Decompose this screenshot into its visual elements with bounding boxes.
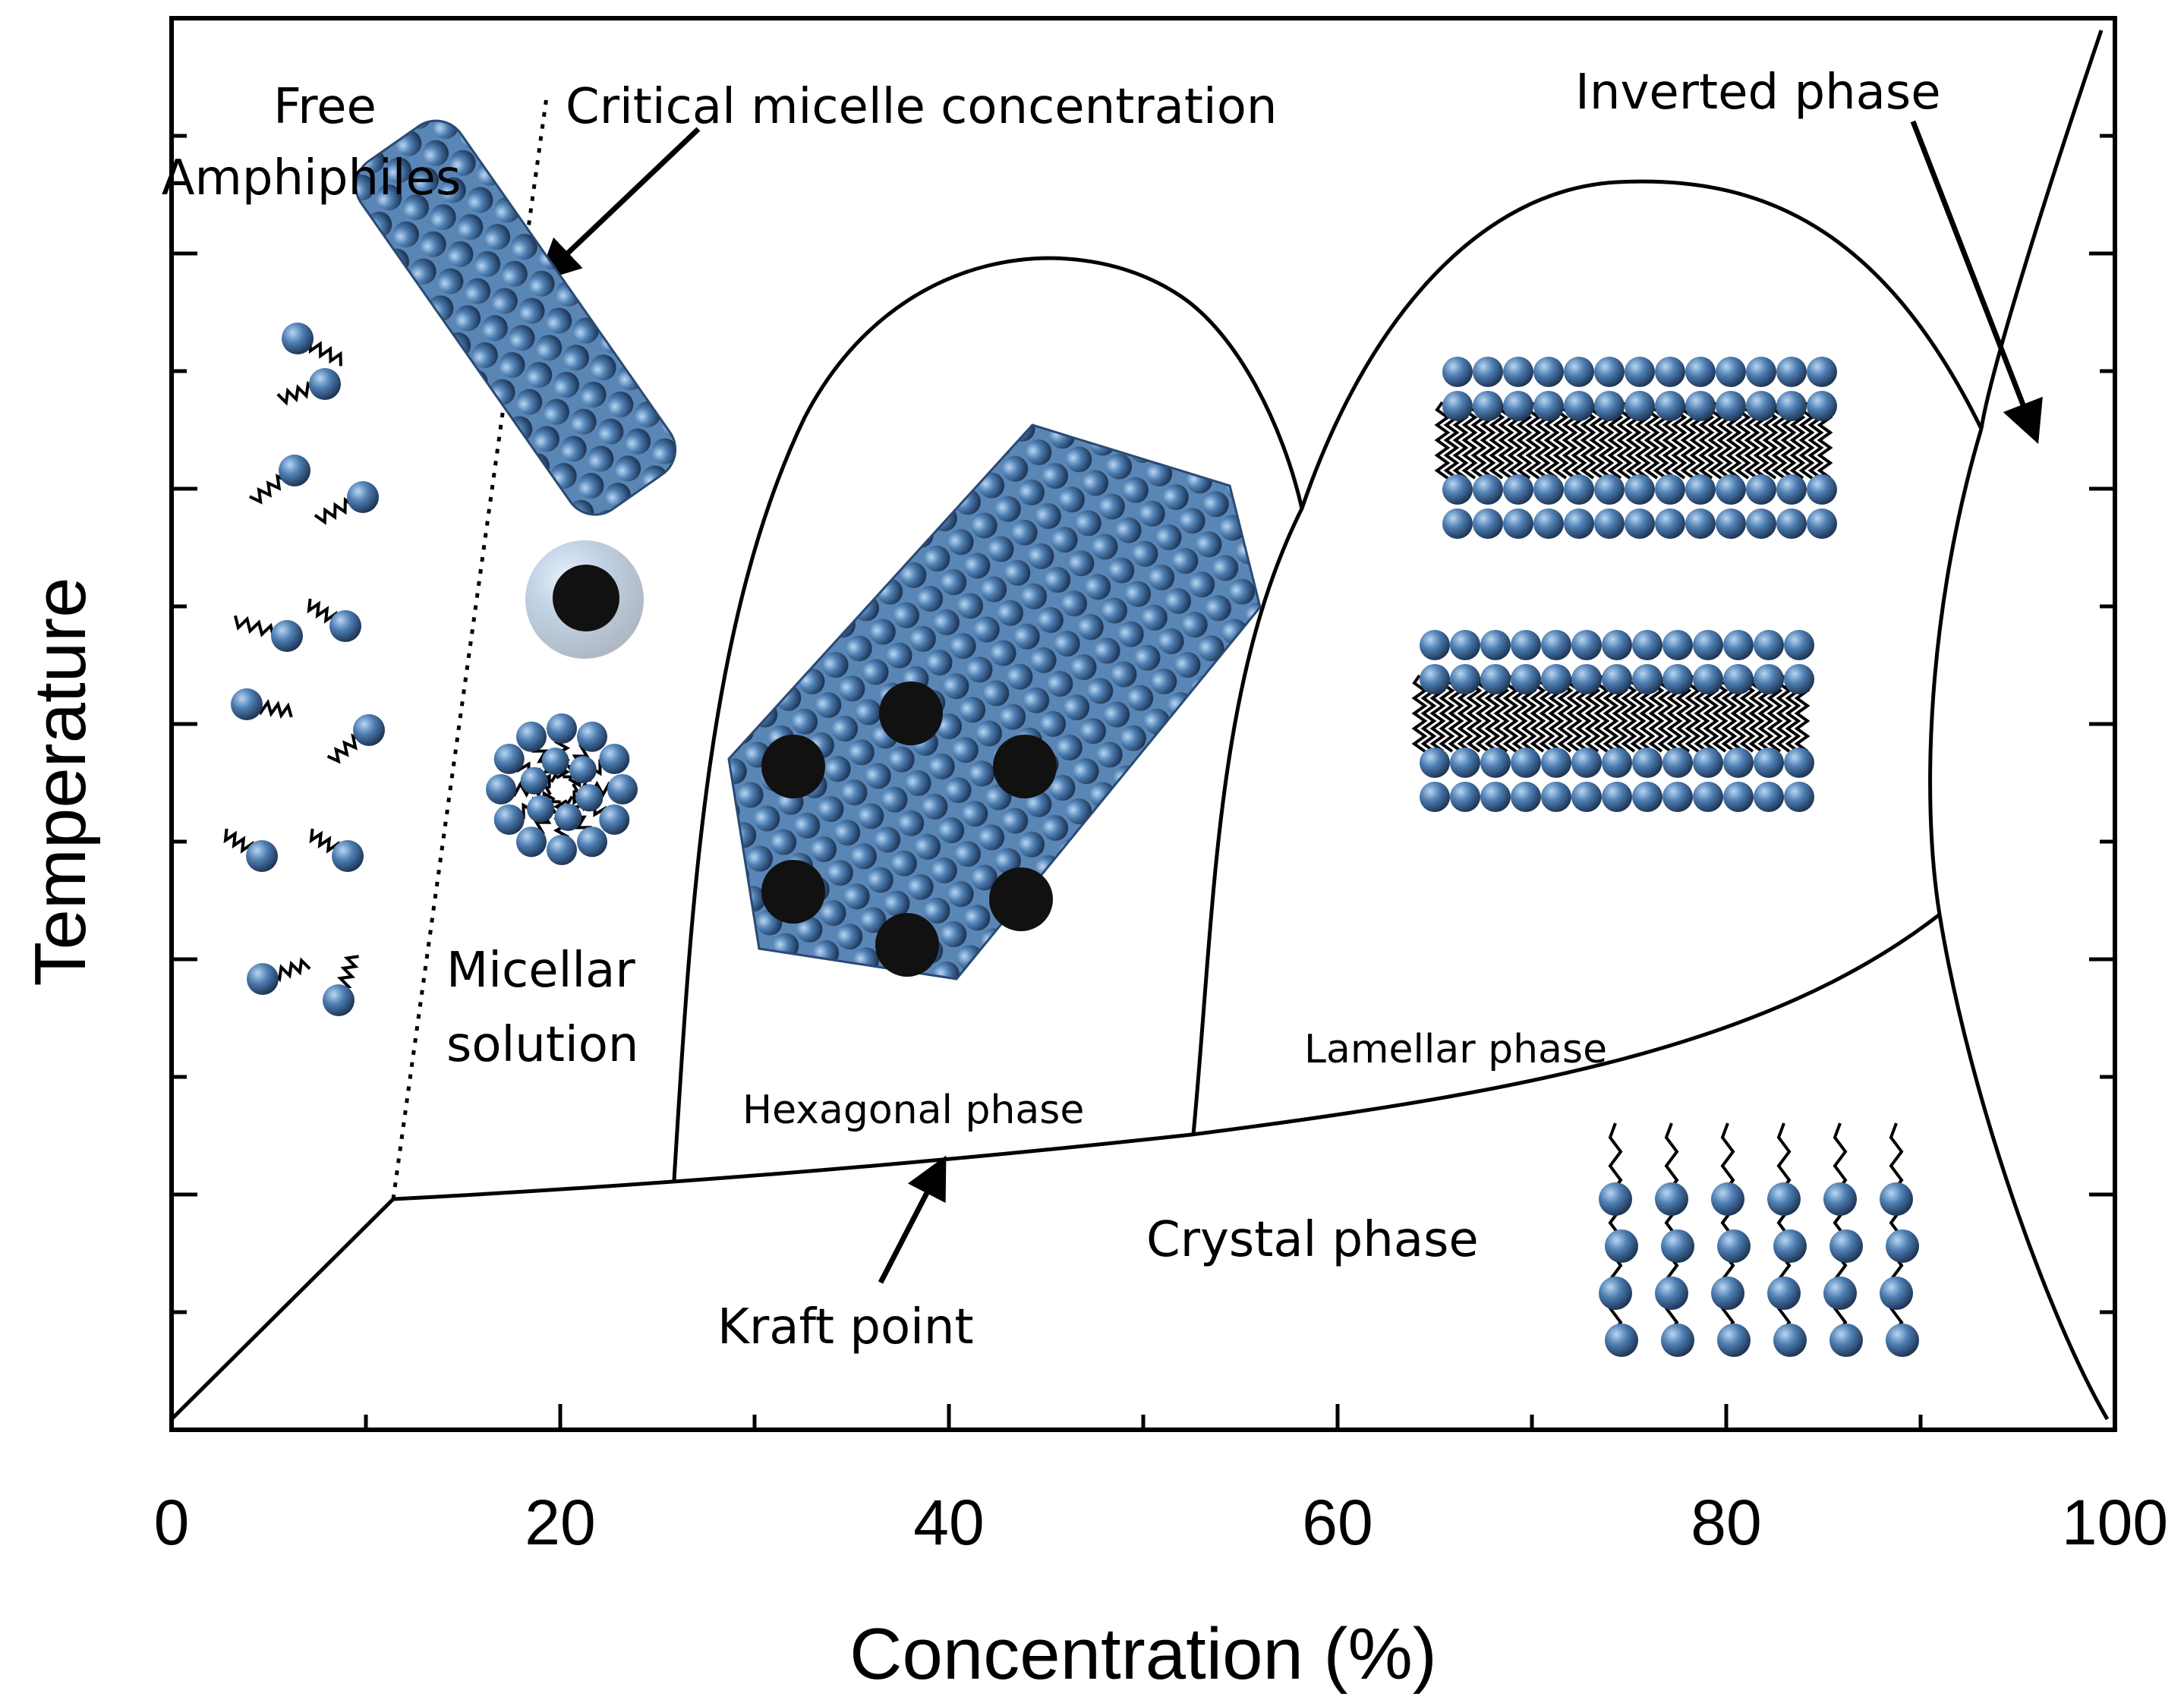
- x-tick-label: 20: [525, 1487, 595, 1558]
- lamellar-boundary: [1191, 179, 1984, 1135]
- kraft-arrow: [878, 1155, 947, 1284]
- label-crystal-phase: Crystal phase: [1146, 1212, 1479, 1268]
- crystal-boundary-right: [1928, 428, 2110, 1421]
- kraft-line: [392, 913, 1941, 1201]
- crystal-illustration: [1599, 1122, 1919, 1357]
- crystal-boundary-left: [170, 1198, 395, 1421]
- x-tick-label: 60: [1302, 1487, 1372, 1558]
- label-free: Free: [273, 79, 377, 135]
- label-solution: solution: [446, 1017, 638, 1073]
- x-tick-label: 40: [913, 1487, 984, 1558]
- hexagonal-boundary: [672, 256, 1304, 1181]
- inverted-arrow: [1910, 120, 2043, 445]
- label-amphiphiles: Amphiphiles: [162, 150, 462, 206]
- x-tick-label: 80: [1691, 1487, 1761, 1558]
- annotation-arrows: [537, 120, 2043, 1284]
- x-axis-title: Concentration (%): [849, 1613, 1437, 1695]
- label-micellar: Micellar: [446, 943, 635, 999]
- y-axis-title: Temperature: [20, 578, 101, 987]
- free-amphiphiles-illustration: [223, 323, 385, 1016]
- label-inverted-phase: Inverted phase: [1575, 65, 1941, 121]
- label-hexagonal-phase: Hexagonal phase: [742, 1088, 1084, 1133]
- axis-ticks: [169, 134, 2117, 1430]
- hexagonal-bundle-illustration: [727, 423, 1262, 981]
- spherical-micelle-illustration: [486, 713, 638, 865]
- x-tick-label: 100: [2062, 1487, 2168, 1558]
- cmc-arrow: [537, 127, 701, 282]
- label-cmc: Critical micelle concentration: [566, 79, 1277, 135]
- lamellar-bilayer-illustration: [1411, 357, 1837, 812]
- inverted-boundary-right: [1979, 30, 2104, 430]
- x-tick-labels: 0 20 40 60 80 100: [154, 1487, 2168, 1558]
- label-lamellar-phase: Lamellar phase: [1304, 1027, 1607, 1072]
- cylindrical-micelle-illustration: [355, 119, 677, 516]
- cylinder-end-cap: [525, 540, 644, 659]
- label-kraft-point: Kraft point: [717, 1299, 974, 1355]
- x-tick-label: 0: [154, 1487, 190, 1558]
- phase-boundaries: [170, 30, 2110, 1421]
